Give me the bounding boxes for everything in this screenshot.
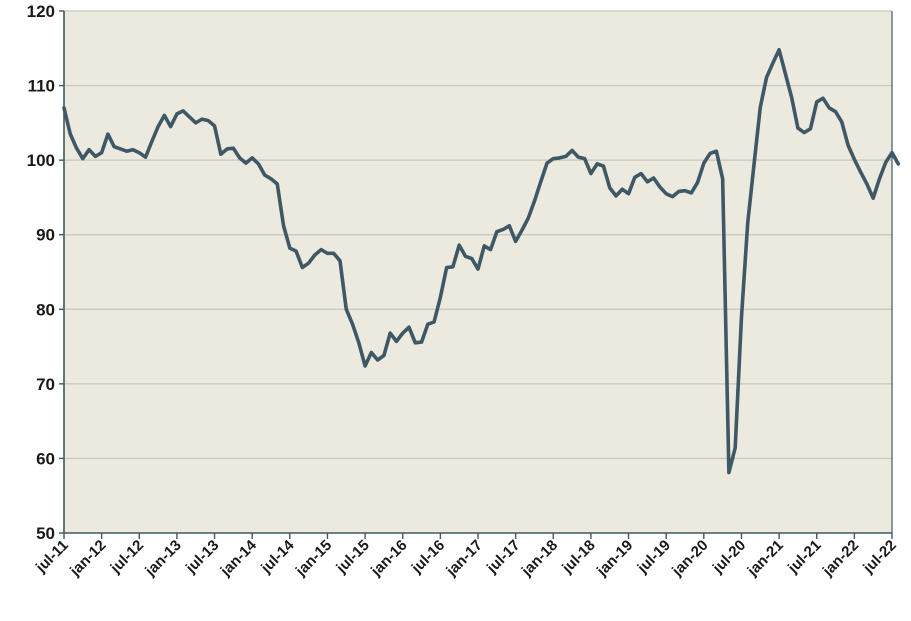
x-tick-label: jan-16 <box>367 537 410 580</box>
y-tick-label: 120 <box>27 2 55 21</box>
x-tick-label: jul-21 <box>784 537 824 577</box>
y-tick-label: 110 <box>28 77 55 96</box>
x-tick-label: jan-22 <box>819 537 862 580</box>
x-tick-label: jul-16 <box>408 537 448 577</box>
y-tick-label: 80 <box>36 300 55 319</box>
y-axis-tick-labels: 50 60 70 80 90 100 110 120 <box>27 2 55 543</box>
y-tick-label: 70 <box>36 375 55 394</box>
series-line <box>62 47 901 475</box>
x-tick-label: jan-14 <box>217 536 261 580</box>
x-tick-label: jan-18 <box>518 537 561 580</box>
x-tick-label: jan-17 <box>442 537 485 580</box>
x-tick-label: jul-12 <box>107 537 147 577</box>
series-line-group <box>62 47 901 475</box>
plot-area <box>64 11 892 533</box>
x-tick-label: jan-20 <box>668 537 711 580</box>
axes <box>59 10 893 539</box>
y-tick-label: 50 <box>36 524 55 543</box>
x-tick-label: jan-13 <box>141 537 184 580</box>
x-tick-label: jan-21 <box>744 537 787 580</box>
x-tick-label: jul-20 <box>709 537 749 577</box>
x-tick-label: jul-17 <box>483 537 523 577</box>
x-tick-label: jul-22 <box>859 537 899 577</box>
x-tick-label: jul-19 <box>634 537 674 577</box>
plot-background <box>64 11 892 533</box>
x-tick-label: jul-14 <box>257 536 298 577</box>
gridlines <box>64 10 892 460</box>
x-tick-label: jan-15 <box>292 537 335 580</box>
y-tick-label: 90 <box>36 226 55 245</box>
x-tick-label: jul-15 <box>332 537 372 577</box>
y-tick-label: 60 <box>36 449 55 468</box>
y-tick-label: 100 <box>27 151 55 170</box>
x-tick-label: jan-19 <box>593 537 636 580</box>
x-tick-label: jan-12 <box>66 537 109 580</box>
x-tick-label: jul-13 <box>182 537 222 577</box>
x-axis-tick-labels: jul-11jan-12jul-12jan-13jul-13jan-14jul-… <box>32 536 900 580</box>
x-tick-label: jul-18 <box>558 537 598 577</box>
